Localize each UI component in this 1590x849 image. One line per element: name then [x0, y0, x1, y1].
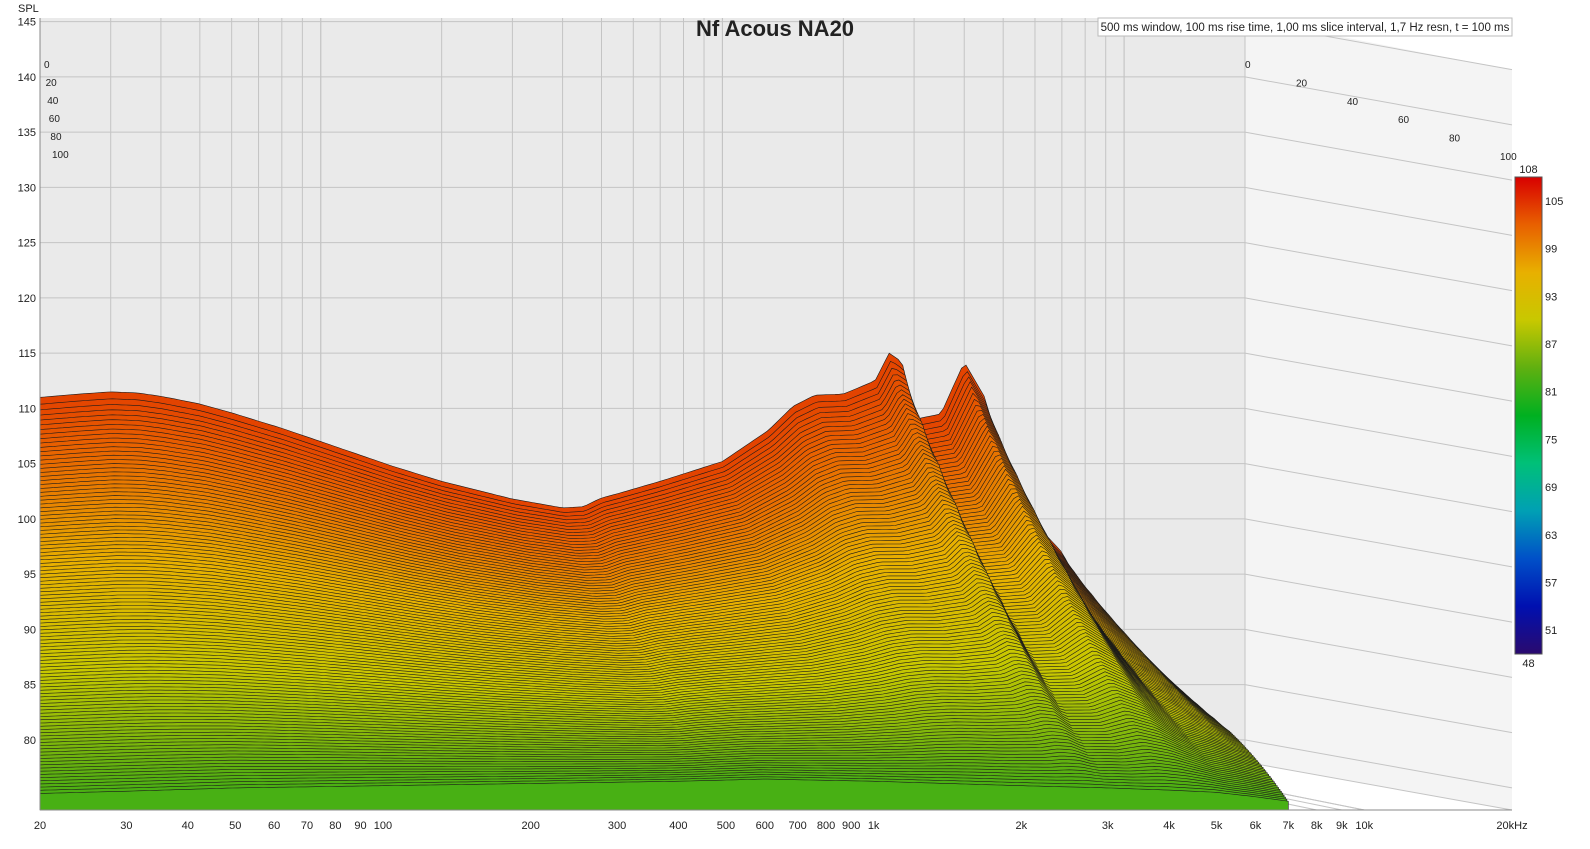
- x-tick-10k: 10k: [1355, 820, 1373, 832]
- time-tick-right-40: 40: [1347, 97, 1359, 108]
- x-tick-5k: 5k: [1211, 820, 1223, 832]
- y-tick-95: 95: [24, 569, 36, 581]
- y-tick-85: 85: [24, 680, 36, 692]
- y-tick-125: 125: [18, 238, 36, 250]
- time-tick-left-0: 0: [44, 60, 50, 71]
- y-tick-145: 145: [18, 17, 36, 29]
- x-tick-1k: 1k: [868, 820, 880, 832]
- info-box: [1097, 17, 1513, 37]
- y-tick-135: 135: [18, 127, 36, 139]
- labels: Nf Acous NA20 500 ms window, 100 ms rise…: [18, 3, 1513, 41]
- colorbar-label-108: 108: [1519, 164, 1537, 176]
- y-tick-120: 120: [18, 293, 36, 305]
- colorbar-label-48: 48: [1522, 658, 1534, 670]
- x-tick-600: 600: [756, 820, 774, 832]
- time-tick-left-40: 40: [47, 96, 59, 107]
- y-tick-130: 130: [18, 182, 36, 194]
- x-tick-30: 30: [120, 820, 132, 832]
- x-tick-300: 300: [608, 820, 626, 832]
- x-tick-80: 80: [329, 820, 341, 832]
- x-tick-3k: 3k: [1102, 820, 1114, 832]
- x-tick-4k: 4k: [1163, 820, 1175, 832]
- colorbar-label-51: 51: [1545, 625, 1557, 637]
- colorbar-label-57: 57: [1545, 577, 1557, 589]
- x-tick-500: 500: [717, 820, 735, 832]
- colorbar-label-99: 99: [1545, 244, 1557, 256]
- x-tick-900: 900: [842, 820, 860, 832]
- colorbar-label-93: 93: [1545, 291, 1557, 303]
- colorbar-label-63: 63: [1545, 530, 1557, 542]
- colorbar-gradient: [1514, 176, 1543, 655]
- colorbar: 108 105 99 93 87 81 75 69 63 57 51 48: [1514, 164, 1563, 670]
- colorbar-label-69: 69: [1545, 482, 1557, 494]
- colorbar-label-75: 75: [1545, 434, 1557, 446]
- time-tick-right-60: 60: [1398, 115, 1410, 126]
- axes: 145 140 135 130 125 120 115 110 105 100 95 90 85 80 20…: [18, 17, 1528, 832]
- time-tick-right-20: 20: [1296, 78, 1308, 89]
- waterfall-surface: [39, 352, 1289, 811]
- x-tick-800: 800: [817, 820, 835, 832]
- x-tick-90: 90: [354, 820, 366, 832]
- x-tick-200: 200: [521, 820, 539, 832]
- x-tick-40: 40: [182, 820, 194, 832]
- colorbar-label-105: 105: [1545, 196, 1563, 208]
- x-tick-70: 70: [301, 820, 313, 832]
- time-tick-left-100: 100: [52, 150, 69, 161]
- x-tick-20kHz: 20kHz: [1496, 820, 1527, 832]
- slice-109: [39, 778, 1289, 811]
- time-tick-right-80: 80: [1449, 134, 1461, 145]
- x-tick-60: 60: [268, 820, 280, 832]
- y-tick-100: 100: [18, 514, 36, 526]
- x-tick-8k: 8k: [1311, 820, 1323, 832]
- x-tick-100: 100: [374, 820, 392, 832]
- y-tick-115: 115: [18, 348, 36, 360]
- x-tick-400: 400: [669, 820, 687, 832]
- time-tick-left-60: 60: [49, 114, 61, 125]
- y-tick-90: 90: [24, 624, 36, 636]
- x-tick-2k: 2k: [1016, 820, 1028, 832]
- time-tick-left-80: 80: [50, 132, 62, 143]
- y-tick-140: 140: [18, 72, 36, 84]
- x-tick-700: 700: [788, 820, 806, 832]
- time-tick-left-20: 20: [46, 78, 58, 89]
- x-tick-9k: 9k: [1336, 820, 1348, 832]
- colorbar-label-81: 81: [1545, 387, 1557, 399]
- y-tick-105: 105: [18, 459, 36, 471]
- y-tick-110: 110: [18, 403, 36, 415]
- chart-title: Nf Acous NA20: [696, 16, 854, 41]
- colorbar-label-87: 87: [1545, 339, 1557, 351]
- y-axis-label: SPL: [18, 3, 39, 15]
- x-tick-20: 20: [34, 820, 46, 832]
- time-tick-right-100: 100: [1500, 152, 1517, 163]
- x-tick-7k: 7k: [1282, 820, 1294, 832]
- x-tick-50: 50: [229, 820, 241, 832]
- info-text: 500 ms window, 100 ms rise time, 1,00 ms…: [1101, 22, 1510, 34]
- time-tick-right-0: 0: [1245, 60, 1251, 71]
- x-tick-6k: 6k: [1250, 820, 1262, 832]
- y-tick-80: 80: [24, 735, 36, 747]
